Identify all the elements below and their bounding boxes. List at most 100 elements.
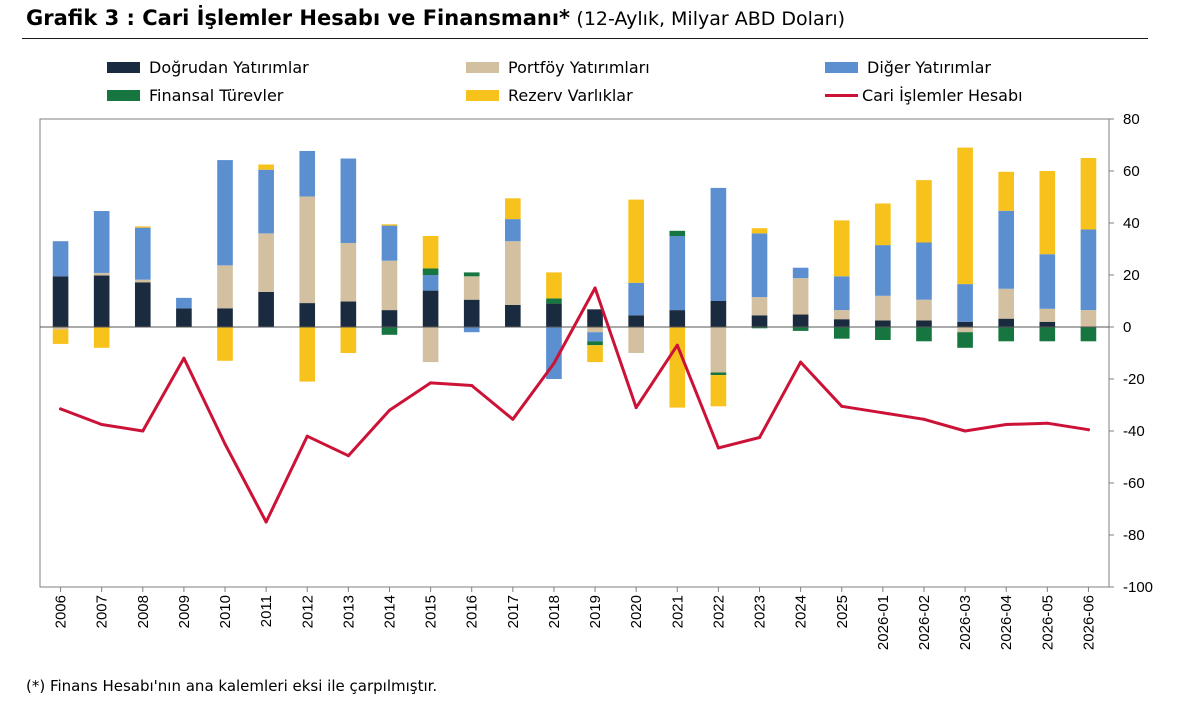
y-tick-label: -20 (1123, 371, 1145, 388)
line-point-2016 (470, 384, 474, 387)
bar-series0-2026-03 (957, 321, 973, 327)
bar-series0-2023 (751, 315, 768, 327)
y-tick-label: -80 (1123, 527, 1145, 544)
bar-series2-2016 (463, 327, 480, 333)
bar-series3-2018 (546, 298, 562, 304)
x-tick-label: 2014 (381, 595, 398, 628)
bar-series1-2011 (258, 233, 274, 292)
footnote: (*) Finans Hesabı'nın ana kalemleri eksi… (26, 677, 438, 695)
x-tick-label: 2008 (135, 595, 152, 628)
line-point-2022 (716, 446, 720, 450)
bar-series4-2026-01 (875, 203, 891, 246)
bar-series3-2026-02 (916, 327, 932, 342)
bar-series2-2022 (710, 187, 727, 301)
y-tick-label: 40 (1123, 215, 1140, 232)
bar-series4-2026-05 (1039, 171, 1056, 255)
x-tick-label: 2012 (299, 595, 316, 628)
legend-line-cari (825, 93, 858, 97)
bar-series2-2014 (381, 225, 398, 261)
y-tick-label: 60 (1123, 163, 1140, 180)
bar-series4-2018 (546, 272, 562, 299)
x-tick-label: 2010 (217, 595, 234, 628)
bar-series4-2015 (422, 236, 439, 269)
x-tick-label: 2026-04 (998, 595, 1015, 650)
line-point-2018 (552, 361, 556, 365)
bar-series1-2015 (422, 327, 439, 363)
bar-series0-2014 (381, 310, 398, 327)
legend-item-turevler: Finansal Türevler (107, 85, 283, 105)
bar-series0-2016 (463, 299, 480, 327)
legend-swatch-diger (825, 61, 858, 73)
line-point-2008 (141, 429, 145, 433)
x-tick-label: 2009 (176, 595, 193, 628)
bar-series3-2022 (710, 372, 727, 376)
bar-series2-2025 (833, 276, 850, 311)
bar-series2-2008 (134, 227, 151, 280)
line-point-2021 (675, 343, 679, 347)
legend-item-diger: Diğer Yatırımlar (825, 57, 991, 77)
bar-series3-2026-05 (1039, 327, 1056, 342)
line-point-2026-06 (1086, 428, 1090, 432)
legend-label-portfoy: Portföy Yatırımları (508, 57, 650, 77)
bar-series4-2011 (258, 164, 274, 170)
legend-item-portfoy: Portföy Yatırımları (466, 57, 650, 77)
line-point-2019 (593, 286, 597, 290)
x-tick-label: 2026-03 (957, 595, 974, 650)
bars-layer (52, 147, 1097, 408)
legend-swatch-rezerv (466, 89, 499, 101)
x-tick-label: 2026-06 (1080, 595, 1097, 650)
line-point-2006 (59, 407, 63, 411)
bar-series3-2014 (381, 327, 398, 335)
line-point-2011 (264, 520, 268, 524)
bar-series3-2026-03 (957, 332, 973, 348)
bar-series4-2023 (751, 228, 768, 234)
bar-series2-2020 (628, 282, 644, 316)
bar-series0-2025 (833, 319, 850, 327)
line-point-2026-01 (881, 411, 885, 415)
bar-series0-2017 (505, 304, 521, 327)
bar-series1-2026-06 (1080, 310, 1097, 327)
bar-series3-2021 (669, 230, 686, 236)
line-point-2026-03 (963, 429, 967, 433)
bar-series0-2026-01 (875, 320, 891, 327)
title-rule (22, 38, 1148, 39)
bar-series2-2024 (792, 267, 809, 279)
bar-series1-2006 (52, 327, 69, 330)
bar-series4-2014 (381, 224, 398, 226)
line-point-2014 (387, 408, 391, 412)
bar-series4-2026-04 (998, 171, 1015, 211)
y-tick-label: 0 (1123, 319, 1131, 336)
y-tick-label: 80 (1123, 111, 1140, 128)
y-tick-label: -40 (1123, 423, 1145, 440)
bar-series0-2024 (792, 314, 809, 327)
bar-series4-2020 (628, 199, 644, 283)
bar-series1-2026-03 (957, 327, 973, 333)
bar-series1-2013 (340, 243, 357, 302)
bar-series2-2026-03 (957, 284, 973, 322)
bar-series2-2023 (751, 233, 768, 298)
bar-series0-2006 (52, 276, 69, 327)
x-tick-label: 2011 (258, 595, 275, 627)
bar-series0-2019 (587, 309, 603, 327)
x-tick-label: 2017 (505, 595, 522, 628)
bar-series2-2010 (217, 160, 233, 266)
bar-series1-2012 (299, 196, 316, 304)
bar-series2-2026-02 (916, 242, 932, 300)
bar-series1-2026-04 (998, 288, 1015, 319)
bar-series0-2012 (299, 303, 316, 327)
bar-series3-2026-04 (998, 327, 1015, 342)
bar-series1-2010 (217, 265, 233, 309)
x-tick-label: 2026-05 (1039, 595, 1056, 650)
line-point-2026-04 (1004, 423, 1008, 426)
x-tick-label: 2024 (793, 595, 810, 628)
line-point-2007 (100, 423, 104, 426)
bar-series4-2019 (587, 345, 603, 363)
x-tick-label: 2022 (710, 595, 727, 628)
legend-label-turevler: Finansal Türevler (149, 85, 284, 105)
legend-label-cari: Cari İşlemler Hesabı (862, 85, 1023, 105)
line-point-2012 (305, 434, 309, 438)
bar-series2-2026-04 (998, 210, 1015, 289)
bar-series1-2026-05 (1039, 308, 1056, 322)
bar-series0-2013 (340, 301, 357, 327)
